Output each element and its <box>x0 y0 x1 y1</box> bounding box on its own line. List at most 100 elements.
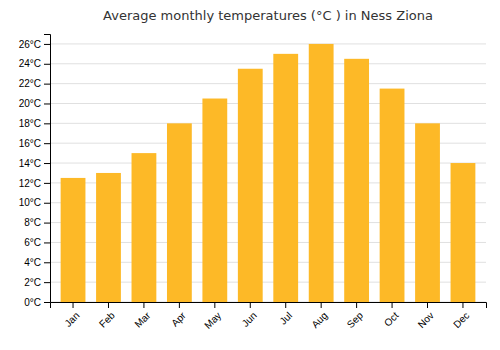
x-tick-label: Oct <box>382 310 401 329</box>
x-axis: Jan Feb Mar Apr May Jun Jul Aug Sep Oct Nov Dec <box>51 302 487 331</box>
y-tick: 4°C <box>24 257 50 268</box>
y-tick-mark <box>44 163 50 164</box>
y-tick-label: 8°C <box>24 217 41 228</box>
y-tick-label: 6°C <box>24 237 41 248</box>
y-tick-label: 18°C <box>19 118 41 129</box>
y-tick-label: 26°C <box>19 39 41 50</box>
x-tick-label: Apr <box>169 309 188 328</box>
y-tick-label: 12°C <box>19 178 41 189</box>
bars <box>61 44 476 302</box>
grid-line <box>50 83 486 84</box>
y-tick-mark <box>44 103 50 104</box>
y-tick: 6°C <box>24 237 50 248</box>
grid <box>50 44 486 302</box>
y-tick-mark <box>44 64 50 65</box>
y-tick-label: 4°C <box>24 257 41 268</box>
x-tick: Dec <box>451 302 471 330</box>
x-tick-mark <box>250 302 251 308</box>
x-tick-label: Nov <box>416 310 436 330</box>
y-tick-mark <box>44 84 50 85</box>
x-tick-label: Aug <box>309 310 329 330</box>
y-tick-label: 0°C <box>24 297 41 308</box>
bar <box>273 54 298 302</box>
bar <box>415 123 440 302</box>
title: Average monthly temperatures (°C ) in Ne… <box>103 8 433 23</box>
x-tick-mark <box>321 302 322 308</box>
bar <box>61 178 86 302</box>
x-tick: Jul <box>277 302 294 327</box>
y-tick-mark <box>44 282 50 283</box>
x-tick-label: Dec <box>451 310 471 330</box>
y-tick: 20°C <box>19 98 50 109</box>
grid-line <box>50 63 486 64</box>
x-tick: Nov <box>416 302 436 330</box>
x-tick-label: Jun <box>240 310 259 329</box>
plot-area: 0°C 2°C 4°C 6°C 8°C 10°C 12°C 14°C 16°C 18°C 20°C 2… <box>19 35 487 331</box>
x-tick-mark <box>285 302 286 308</box>
bar <box>167 123 192 302</box>
y-tick-label: 24°C <box>19 58 41 69</box>
y-tick-mark <box>44 262 50 263</box>
x-tick: Jan <box>62 302 81 329</box>
y-tick: 16°C <box>19 138 50 149</box>
x-tick-mark <box>143 302 144 308</box>
y-tick-mark <box>44 123 50 124</box>
bar <box>451 163 476 302</box>
y-tick-mark <box>44 203 50 204</box>
y-tick-mark <box>44 242 50 243</box>
y-tick: 14°C <box>19 158 50 169</box>
y-tick: 10°C <box>19 197 50 208</box>
x-tick: Mar <box>132 302 152 330</box>
x-tick-mark <box>179 302 180 308</box>
bar <box>309 44 334 302</box>
x-tick: Jun <box>240 302 259 329</box>
y-tick: 22°C <box>19 78 50 89</box>
y-tick-label: 14°C <box>19 158 41 169</box>
x-tick: Feb <box>97 302 117 330</box>
y-tick-label: 22°C <box>19 78 41 89</box>
y-tick-label: 2°C <box>24 277 41 288</box>
x-tick-label: Feb <box>97 309 117 329</box>
x-tick-mark <box>392 302 393 308</box>
y-tick: 8°C <box>24 217 50 228</box>
y-axis-line <box>44 35 51 303</box>
y-tick-mark <box>44 143 50 144</box>
chart: 0°C 2°C 4°C 6°C 8°C 10°C 12°C 14°C 16°C 18°C 20°C 2… <box>0 0 500 350</box>
grid-line <box>50 43 486 44</box>
x-tick-mark <box>214 302 215 308</box>
bar <box>238 69 263 302</box>
x-axis-line <box>51 303 487 309</box>
y-tick: 24°C <box>19 58 50 69</box>
grid-line <box>50 103 486 104</box>
bar <box>344 59 369 302</box>
x-tick-label: Sep <box>345 309 366 330</box>
y-tick-mark <box>44 183 50 184</box>
y-tick: 12°C <box>19 178 50 189</box>
x-tick: Oct <box>382 302 401 329</box>
y-tick: 26°C <box>19 39 50 50</box>
x-tick-label: May <box>202 310 223 331</box>
y-axis: 0°C 2°C 4°C 6°C 8°C 10°C 12°C 14°C 16°C 18°C 20°C 2… <box>19 35 51 308</box>
y-tick-label: 20°C <box>19 98 41 109</box>
y-tick-mark <box>44 223 50 224</box>
x-tick-mark <box>108 302 109 308</box>
y-tick: 2°C <box>24 277 50 288</box>
y-tick: 0°C <box>24 297 50 308</box>
x-tick: Aug <box>309 302 329 330</box>
y-tick-mark <box>44 44 50 45</box>
y-tick: 18°C <box>19 118 50 129</box>
y-tick-label: 16°C <box>19 138 41 149</box>
x-tick-mark <box>462 302 463 308</box>
x-tick-mark <box>356 302 357 308</box>
x-tick: May <box>202 302 223 331</box>
bar <box>96 173 121 302</box>
x-tick-label: Jul <box>277 310 294 327</box>
y-tick-label: 10°C <box>19 197 41 208</box>
x-tick: Apr <box>169 302 188 329</box>
x-tick: Sep <box>345 302 366 330</box>
y-tick-mark <box>44 302 50 303</box>
bar <box>202 99 227 302</box>
x-tick-mark <box>427 302 428 308</box>
x-tick-label: Jan <box>62 310 81 329</box>
x-tick-mark <box>73 302 74 308</box>
